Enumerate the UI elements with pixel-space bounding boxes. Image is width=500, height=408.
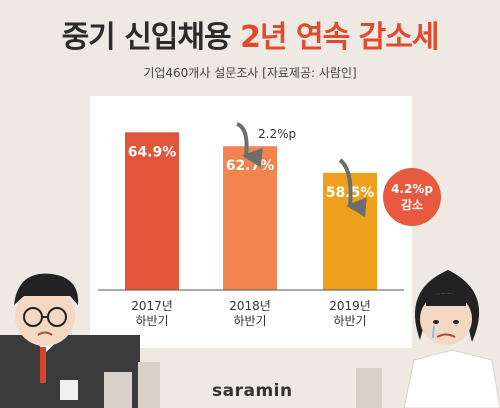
saramin-logo: saramin bbox=[212, 381, 293, 401]
callout-line2: 감소 bbox=[400, 197, 424, 212]
subtitle: 기업460개사 설문조사 [자료제공: 사람인] bbox=[143, 66, 357, 80]
annotation-2019 bbox=[338, 158, 367, 218]
page-title: 중기 신입채용 2년 연속 감소세 bbox=[0, 12, 500, 56]
x-tick-label-0-1: 하반기 bbox=[135, 314, 168, 328]
x-tick-label-2-0: 2019년 bbox=[329, 299, 371, 313]
annotation-2018: 2.2%p bbox=[236, 122, 296, 168]
callout-line1: 4.2%p bbox=[391, 181, 433, 196]
bar-0 bbox=[125, 132, 179, 290]
bar-1 bbox=[223, 146, 277, 290]
title-part1: 중기 신입채용 bbox=[61, 20, 241, 55]
x-tick-label-1-1: 하반기 bbox=[233, 314, 266, 328]
bar-value-label-0: 64.9% bbox=[128, 144, 177, 160]
title-part2: 2년 연속 감소세 bbox=[240, 20, 439, 55]
x-tick-label-1-0: 2018년 bbox=[229, 299, 271, 313]
x-tick-label-2-1: 하반기 bbox=[333, 314, 366, 328]
decrease-callout: 4.2%p 감소 bbox=[383, 168, 441, 226]
buildings-illustration bbox=[104, 362, 382, 408]
annotation-2018-text: 2.2%p bbox=[258, 127, 296, 141]
bar-value-label-1: 62.7% bbox=[226, 158, 275, 174]
worried-woman-illustration bbox=[403, 270, 500, 408]
x-tick-label-0-0: 2017년 bbox=[131, 299, 173, 313]
